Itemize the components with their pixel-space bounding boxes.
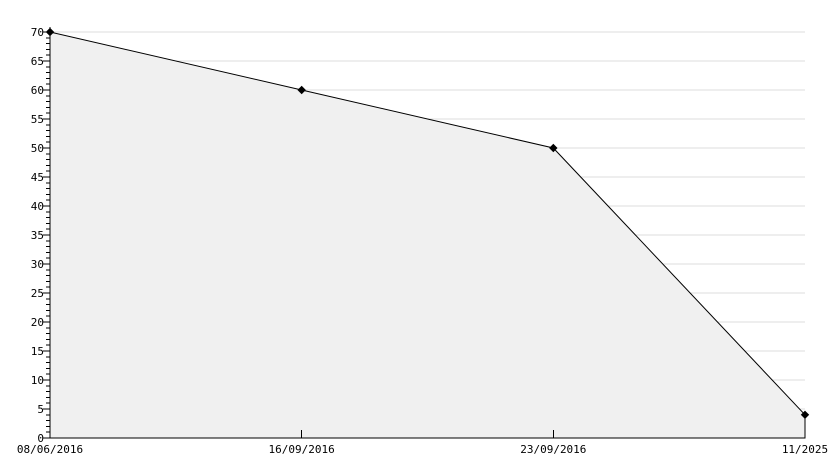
y-tick-label: 50 [31, 142, 44, 155]
x-tick-label: 08/06/2016 [17, 443, 83, 456]
y-tick-label: 0 [37, 432, 44, 445]
data-point-marker [45, 27, 55, 37]
y-tick-label: 15 [31, 345, 44, 358]
y-tick-label: 40 [31, 200, 44, 213]
data-point-marker [297, 85, 306, 95]
x-tick-label: 23/09/2016 [520, 443, 586, 456]
y-tick-label: 60 [31, 84, 44, 97]
y-tick-label: 25 [31, 287, 44, 300]
data-point-marker [800, 410, 810, 420]
y-tick-label: 10 [31, 374, 44, 387]
x-tick-label: 16/09/2016 [269, 443, 335, 456]
y-tick-label: 30 [31, 258, 44, 271]
y-tick-label: 45 [31, 171, 44, 184]
y-tick-label: 65 [31, 55, 44, 68]
x-tick-label: 11/2025 [782, 443, 828, 456]
y-tick-label: 70 [31, 26, 44, 39]
y-tick-label: 20 [31, 316, 44, 329]
data-point-marker [549, 143, 558, 153]
y-tick-label: 55 [31, 113, 44, 126]
y-tick-label: 35 [31, 229, 44, 242]
y-tick-label: 5 [37, 403, 44, 416]
